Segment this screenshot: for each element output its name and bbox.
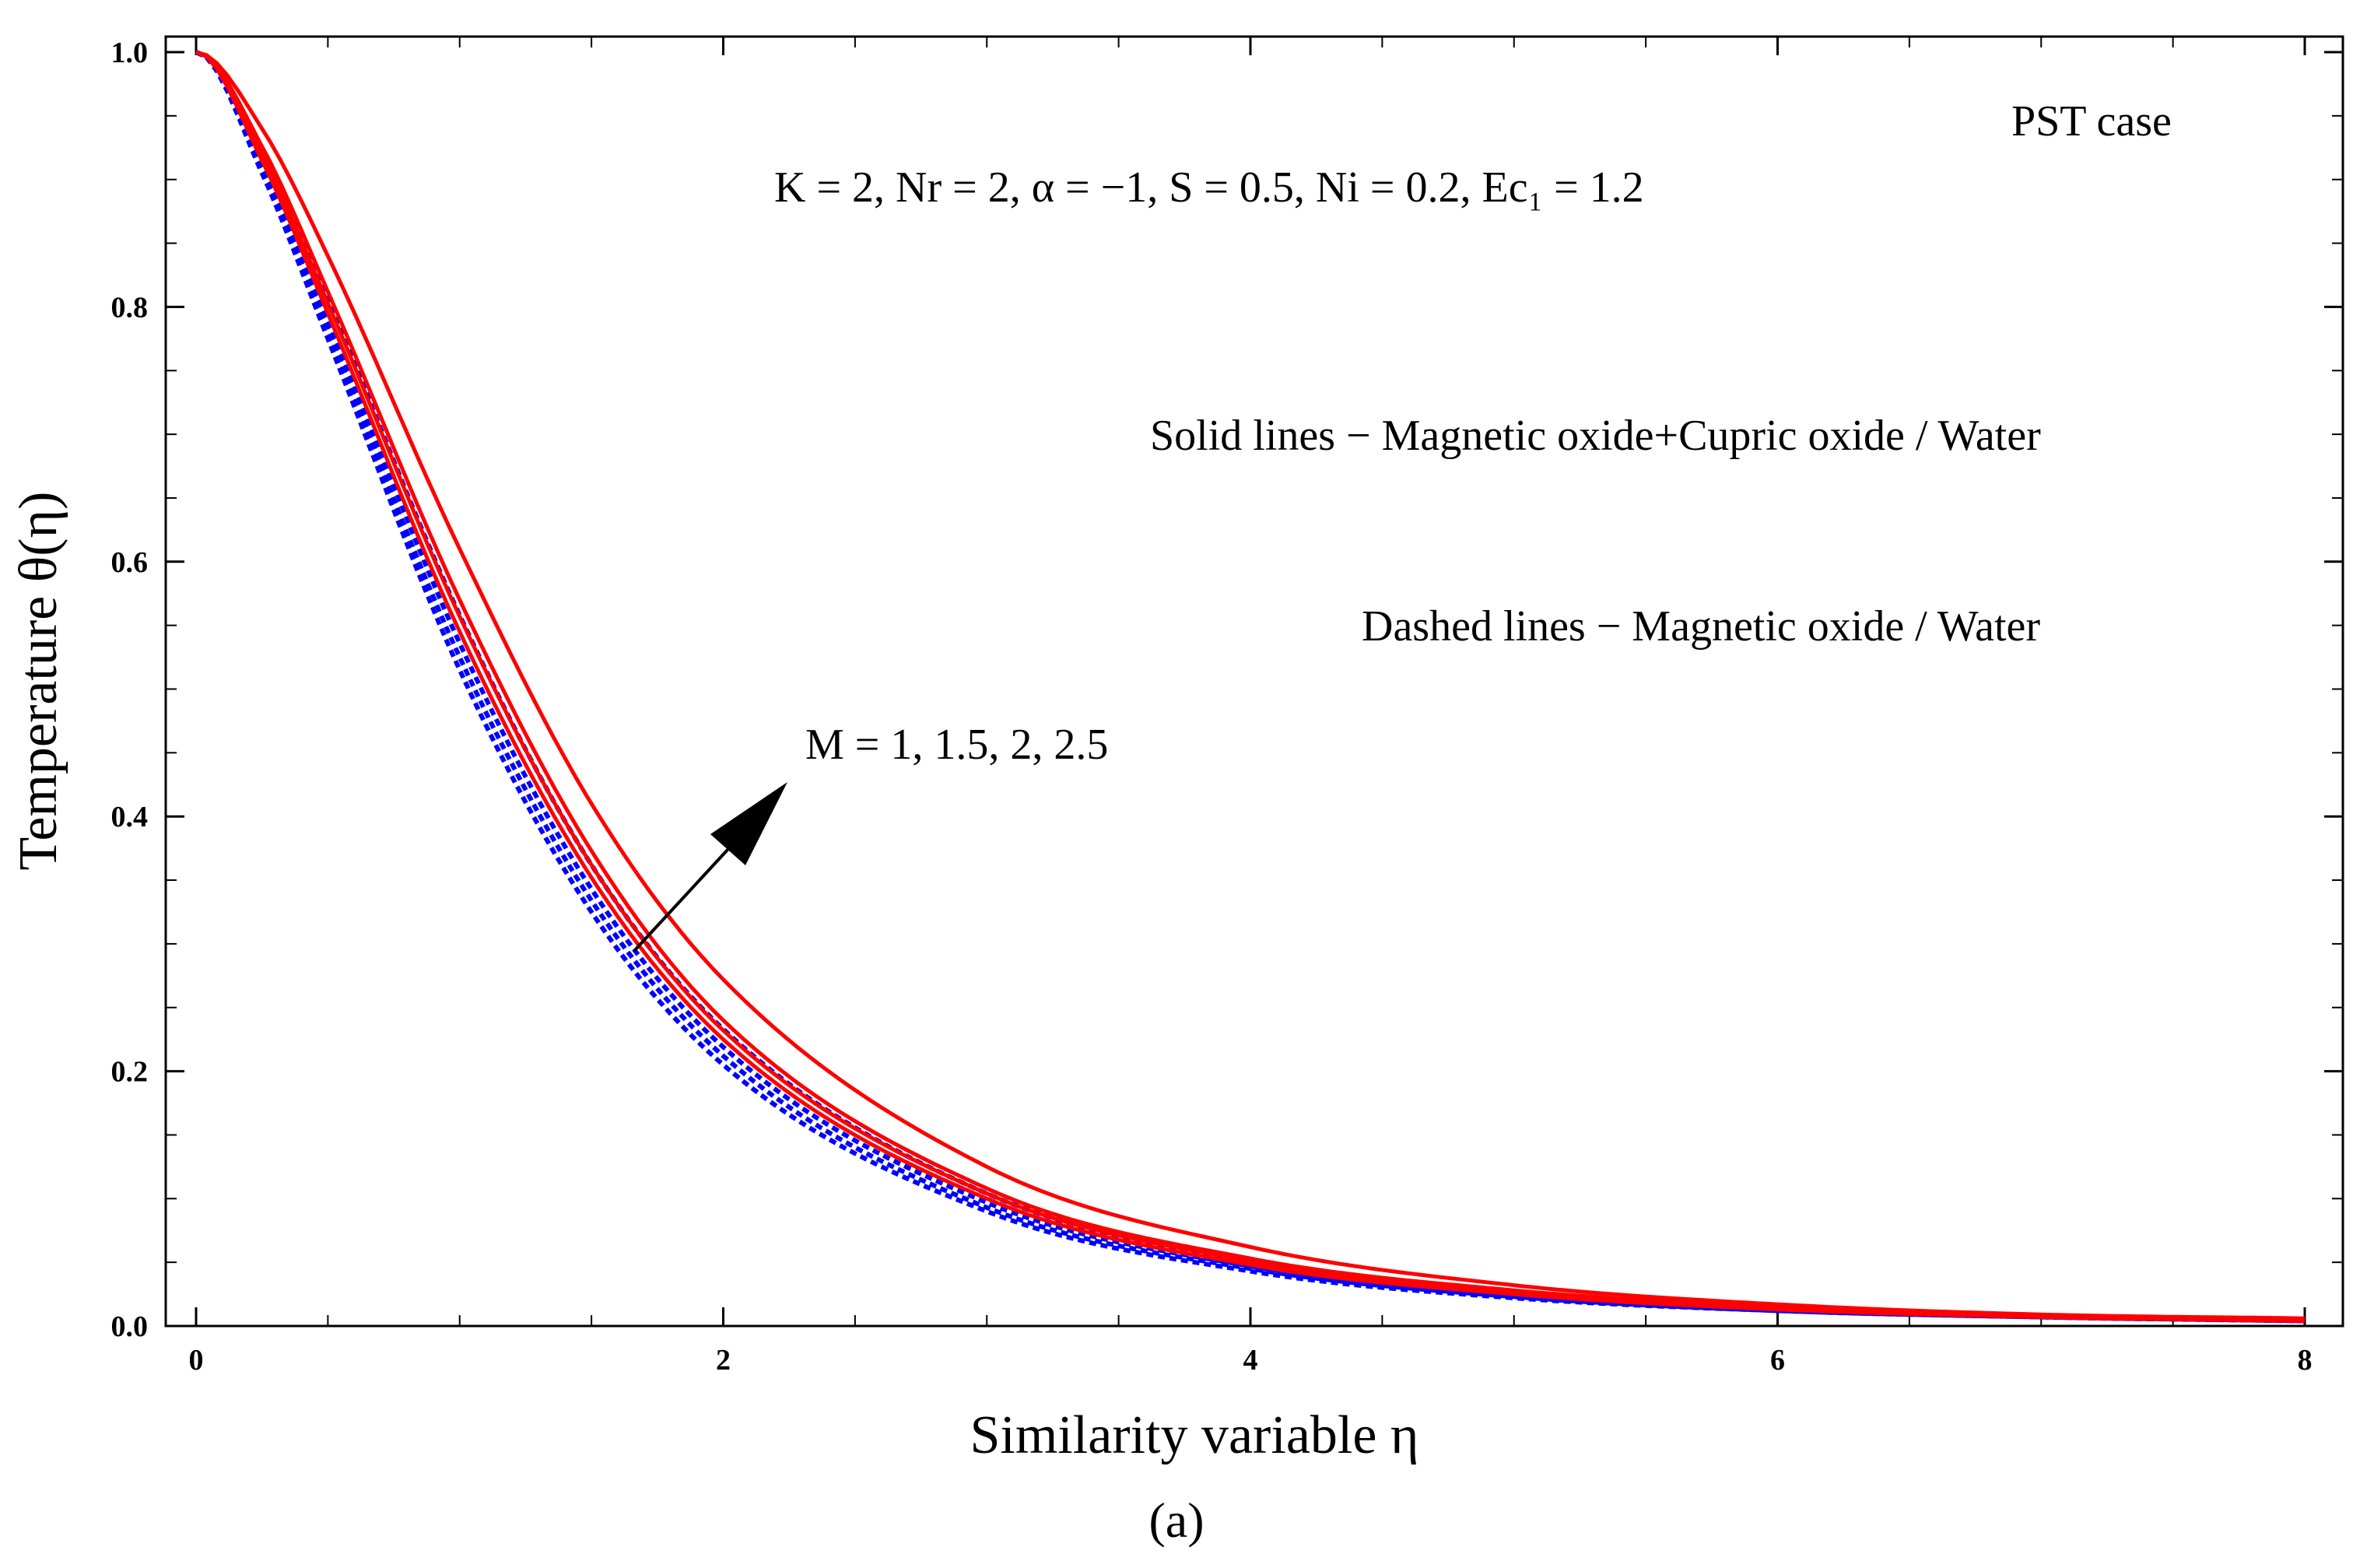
legend-dashed: Dashed lines − Magnetic oxide / Water: [1362, 602, 2040, 651]
y-tick-label: 0.6: [111, 546, 149, 579]
annotation-parameters: K = 2, Nr = 2, α = −1, S = 0.5, Ni = 0.2…: [774, 163, 1644, 212]
panel-label: (a): [1148, 1493, 1204, 1548]
series-line-dashed: [195, 50, 2306, 1324]
plot-frame: [164, 35, 2344, 1328]
series-line-solid: [195, 50, 2306, 1321]
y-tick-label: 0.0: [111, 1310, 149, 1343]
y-tick-label: 0.8: [111, 291, 149, 324]
x-tick-label: 8: [2298, 1344, 2313, 1377]
series-line-solid: [195, 50, 2306, 1323]
x-axis-title: Similarity variable η: [970, 1405, 1418, 1465]
x-tick-label: 0: [189, 1344, 204, 1377]
series-line-solid: [195, 50, 2306, 1322]
series-line-dashed: [195, 50, 2306, 1324]
axis-ticks: 0 2 4 6 8 0.0 0.2 0.4 0.6 0.8 1.0: [111, 37, 2343, 1377]
x-tick-label: 4: [1243, 1344, 1258, 1377]
y-axis-title: Temperature θ(η): [9, 492, 68, 871]
y-tick-label: 0.4: [111, 801, 149, 833]
arrow-head: [710, 782, 787, 865]
y-tick-label: 0.2: [111, 1056, 149, 1089]
legend-solid: Solid lines − Magnetic oxide+Cupric oxid…: [1150, 412, 2041, 460]
series-line-solid: [195, 50, 2306, 1323]
x-tick-label: 2: [716, 1344, 731, 1377]
series-line-dashed: [195, 50, 2306, 1324]
annotation-case: PST case: [2011, 97, 2172, 146]
y-tick-label: 1.0: [111, 37, 149, 69]
series-line-dashed: [195, 50, 2306, 1324]
x-tick-label: 6: [1770, 1344, 1785, 1377]
arrow-label: M = 1, 1.5, 2, 2.5: [805, 721, 1108, 769]
series-layer: [195, 50, 2306, 1324]
